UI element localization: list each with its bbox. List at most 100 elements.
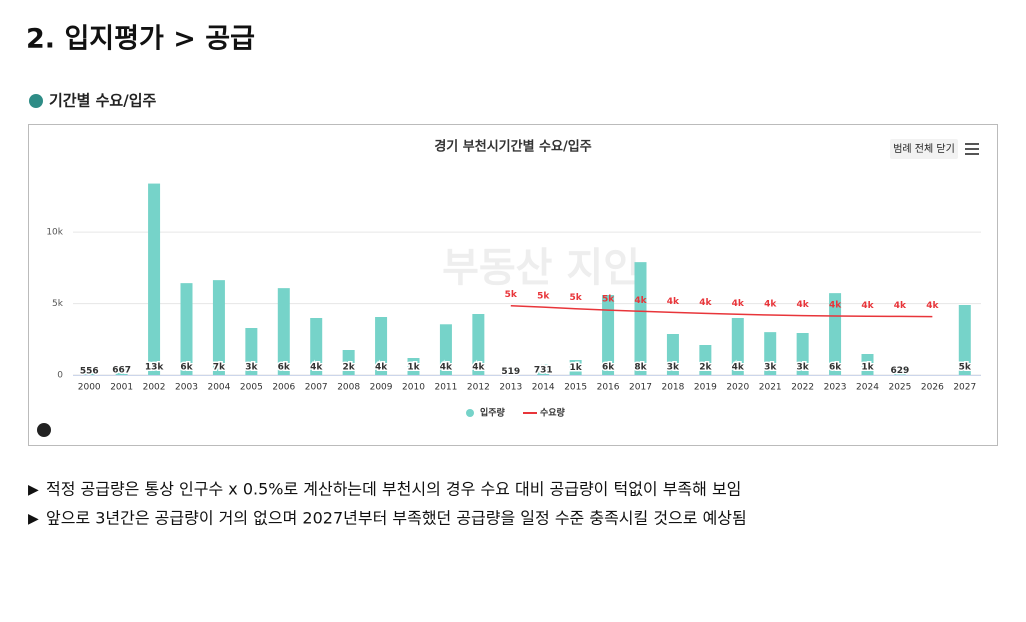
bar bbox=[731, 318, 744, 375]
line-value-label: 4k bbox=[634, 296, 647, 306]
note: 적정 공급량은 통상 인구수 x 0.5%로 계산하는데 부천시의 경우 수요 … bbox=[46, 480, 741, 499]
subtitle: 기간별 수요/입주 bbox=[49, 92, 157, 110]
bar bbox=[829, 293, 842, 375]
bar-value-label: 6k bbox=[278, 363, 291, 373]
line-value-label: 5k bbox=[602, 295, 615, 305]
bar bbox=[796, 333, 809, 375]
bar-value-label: 731 bbox=[534, 365, 553, 375]
chart-title: 경기 부천시기간별 수요/입주 bbox=[434, 139, 591, 155]
legend-swatch bbox=[466, 409, 474, 417]
bar bbox=[472, 314, 485, 375]
bar bbox=[504, 367, 517, 375]
line-value-label: 4k bbox=[894, 301, 907, 311]
bar bbox=[277, 288, 290, 375]
x-tick-label: 2010 bbox=[402, 383, 425, 393]
x-tick-label: 2027 bbox=[953, 383, 976, 393]
x-tick-label: 2008 bbox=[337, 383, 360, 393]
bar bbox=[764, 332, 777, 375]
watermark: 부동산 지인 bbox=[442, 245, 640, 291]
y-tick-label: 5k bbox=[52, 299, 64, 309]
x-tick-label: 2013 bbox=[499, 383, 522, 393]
y-tick-label: 10k bbox=[46, 228, 63, 238]
bar-value-label: 7k bbox=[213, 363, 226, 373]
x-tick-label: 2021 bbox=[759, 383, 782, 393]
line-value-label: 4k bbox=[732, 299, 745, 309]
line-value-label: 5k bbox=[570, 293, 583, 303]
bar-value-label: 8k bbox=[634, 363, 647, 373]
bar bbox=[115, 365, 128, 375]
bar bbox=[148, 183, 161, 375]
bar-value-label: 6k bbox=[829, 363, 842, 373]
bar bbox=[634, 262, 647, 375]
bar bbox=[861, 354, 874, 375]
bar bbox=[893, 366, 906, 375]
bar-value-label: 1k bbox=[570, 363, 583, 373]
bar-value-label: 629 bbox=[891, 366, 910, 376]
x-tick-label: 2023 bbox=[824, 383, 847, 393]
bar bbox=[375, 317, 388, 375]
logo-icon bbox=[37, 423, 51, 437]
bar-value-label: 3k bbox=[667, 363, 680, 373]
x-tick-label: 2011 bbox=[434, 383, 457, 393]
bullet: ▶ bbox=[28, 482, 39, 498]
x-tick-label: 2018 bbox=[661, 383, 684, 393]
note: 앞으로 3년간은 공급량이 거의 없으며 2027년부터 부족했던 공급량을 일… bbox=[46, 509, 747, 528]
bar bbox=[439, 324, 452, 375]
x-tick-label: 2004 bbox=[207, 383, 230, 393]
bar-value-label: 5k bbox=[959, 363, 972, 373]
legend-button-label[interactable]: 범례 전체 닫기 bbox=[893, 143, 955, 155]
bar-value-label: 3k bbox=[764, 363, 777, 373]
x-tick-label: 2024 bbox=[856, 383, 879, 393]
x-tick-label: 2007 bbox=[305, 383, 328, 393]
x-tick-label: 2014 bbox=[532, 383, 555, 393]
line-value-label: 4k bbox=[829, 301, 842, 311]
bar-value-label: 4k bbox=[375, 363, 388, 373]
bar-value-label: 1k bbox=[861, 363, 874, 373]
bar bbox=[245, 328, 258, 375]
bar bbox=[537, 364, 550, 375]
x-tick-label: 2026 bbox=[921, 383, 944, 393]
line-value-label: 4k bbox=[667, 297, 680, 307]
x-tick-label: 2016 bbox=[597, 383, 620, 393]
line-value-label: 5k bbox=[537, 292, 550, 302]
x-tick-label: 2020 bbox=[726, 383, 749, 393]
bar-value-label: 4k bbox=[472, 363, 485, 373]
x-tick-label: 2019 bbox=[694, 383, 717, 393]
legend-button[interactable] bbox=[890, 139, 958, 159]
x-tick-label: 2017 bbox=[629, 383, 652, 393]
bar bbox=[342, 350, 355, 375]
bar bbox=[83, 367, 96, 375]
bar-value-label: 4k bbox=[732, 363, 745, 373]
x-tick-label: 2015 bbox=[564, 383, 587, 393]
x-tick-label: 2003 bbox=[175, 383, 198, 393]
bar-value-label: 3k bbox=[245, 363, 258, 373]
line-value-label: 5k bbox=[505, 290, 518, 300]
x-tick-label: 2006 bbox=[272, 383, 295, 393]
x-tick-label: 2001 bbox=[110, 383, 133, 393]
line-value-label: 4k bbox=[926, 301, 939, 311]
line bbox=[510, 304, 933, 318]
line-value-label: 4k bbox=[861, 301, 874, 311]
menu-icon[interactable] bbox=[965, 143, 979, 155]
x-tick-label: 2000 bbox=[78, 383, 101, 393]
bar-value-label: 4k bbox=[440, 363, 453, 373]
line-value-label: 4k bbox=[797, 300, 810, 310]
bar-value-label: 4k bbox=[310, 363, 323, 373]
bar-value-label: 667 bbox=[112, 366, 131, 376]
bar bbox=[958, 305, 971, 375]
x-tick-label: 2009 bbox=[370, 383, 393, 393]
bar-value-label: 6k bbox=[602, 363, 615, 373]
bullet: ▶ bbox=[28, 511, 39, 527]
legend-label: 수요량 bbox=[540, 407, 566, 419]
bar bbox=[407, 358, 420, 375]
line-value-label: 4k bbox=[699, 298, 712, 308]
line-value-label: 4k bbox=[764, 300, 777, 310]
x-tick-label: 2002 bbox=[143, 383, 166, 393]
bar bbox=[180, 283, 193, 375]
y-tick-label: 0 bbox=[57, 371, 63, 381]
x-tick-label: 2025 bbox=[888, 383, 911, 393]
bar-value-label: 556 bbox=[80, 367, 99, 377]
subtitle-icon bbox=[29, 94, 43, 108]
x-tick-label: 2005 bbox=[240, 383, 263, 393]
